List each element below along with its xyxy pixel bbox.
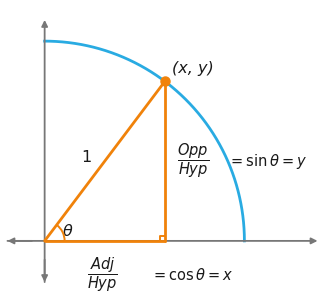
Text: $\dfrac{Adj}{Hyp}$: $\dfrac{Adj}{Hyp}$	[87, 255, 118, 294]
Text: $\dfrac{Opp}{Hyp}$: $\dfrac{Opp}{Hyp}$	[177, 142, 209, 180]
Text: 1: 1	[82, 149, 92, 165]
Text: $= \cos\theta = x$: $= \cos\theta = x$	[151, 267, 233, 283]
Text: (x, y): (x, y)	[172, 61, 214, 76]
Text: θ: θ	[63, 224, 72, 239]
Text: $= \sin\theta = y$: $= \sin\theta = y$	[228, 152, 307, 171]
